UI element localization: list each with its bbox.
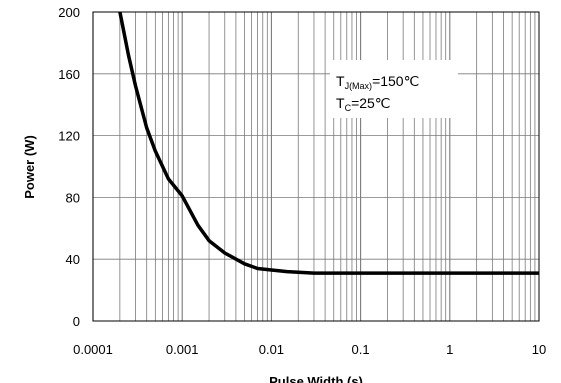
power-curve-line xyxy=(118,11,539,275)
y-tick-label: 80 xyxy=(66,190,80,205)
y-axis-title: Power (W) xyxy=(22,135,37,199)
x-tick-label: 10 xyxy=(532,342,546,357)
plot-frame xyxy=(92,11,540,322)
y-tick-label: 160 xyxy=(58,67,80,82)
annotation-box: TJ(Max)=150℃ TC=25℃ xyxy=(330,60,458,118)
x-tick-labels: 0.0001 0.001 0.01 0.1 1 10 xyxy=(73,342,546,357)
x-tick-label: 0.01 xyxy=(259,342,284,357)
annotation-tc: TC=25℃ xyxy=(336,95,391,113)
x-tick-label: 0.0001 xyxy=(73,342,113,357)
y-tick-label: 0 xyxy=(73,314,80,329)
x-tick-label: 0.001 xyxy=(166,342,199,357)
annotation-background xyxy=(330,60,458,118)
y-tick-label: 200 xyxy=(58,5,80,20)
x-tick-label: 0.1 xyxy=(352,342,370,357)
y-tick-labels: 0 40 80 120 160 200 xyxy=(58,5,80,329)
x-tick-label: 1 xyxy=(446,342,453,357)
y-tick-label: 120 xyxy=(58,129,80,144)
annotation-tj: TJ(Max)=150℃ xyxy=(336,73,419,91)
x-axis-title: Pulse Width (s) xyxy=(269,374,363,383)
y-tick-label: 40 xyxy=(66,252,80,267)
